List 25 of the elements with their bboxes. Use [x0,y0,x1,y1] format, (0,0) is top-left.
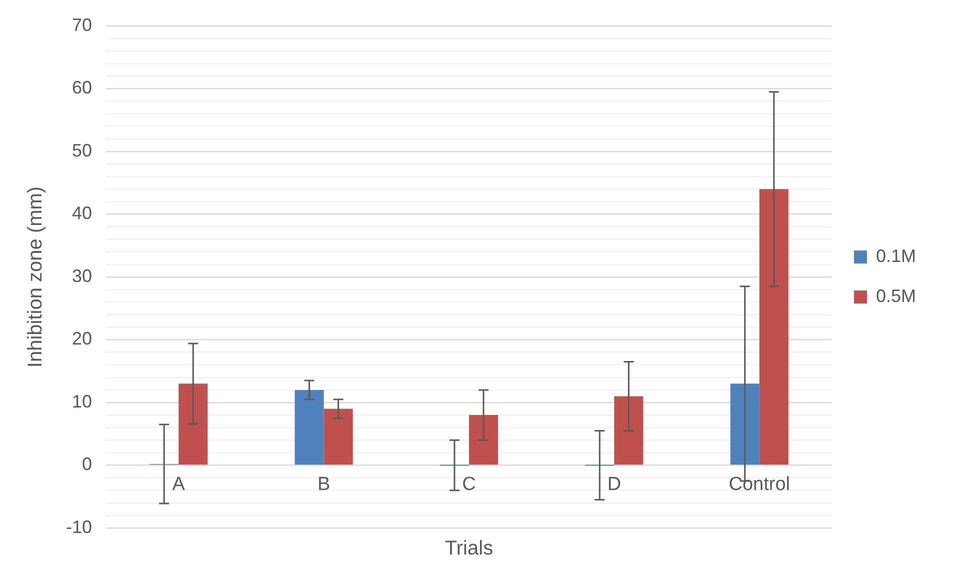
y-tick-label: 70 [72,14,92,35]
x-tick-label: D [607,474,622,495]
y-tick-label: 10 [72,391,92,412]
bar [614,396,644,465]
x-tick-label: A [172,474,186,495]
y-tick-label: 0 [82,454,92,474]
y-axis-title: Inhibition zone (mm) [24,186,47,368]
legend-label: 0.1M [876,246,916,266]
bar [759,189,788,465]
x-tick-label: B [317,474,330,495]
bar [324,408,353,465]
x-tick-label: Control [728,474,790,495]
bar [469,415,498,465]
y-tick-label: 60 [72,78,92,98]
legend-label: 0.5M [876,286,916,306]
bar [730,384,760,465]
y-tick-label: 40 [72,203,92,224]
bar [294,390,324,465]
y-tick-label: 20 [72,328,92,349]
y-tick-label: 30 [72,266,92,286]
y-tick-label: 50 [72,140,92,160]
bar [178,384,208,465]
x-tick-label: C [462,474,476,495]
x-axis-title: Trials [444,538,494,560]
y-tick-label: -10 [66,516,92,537]
